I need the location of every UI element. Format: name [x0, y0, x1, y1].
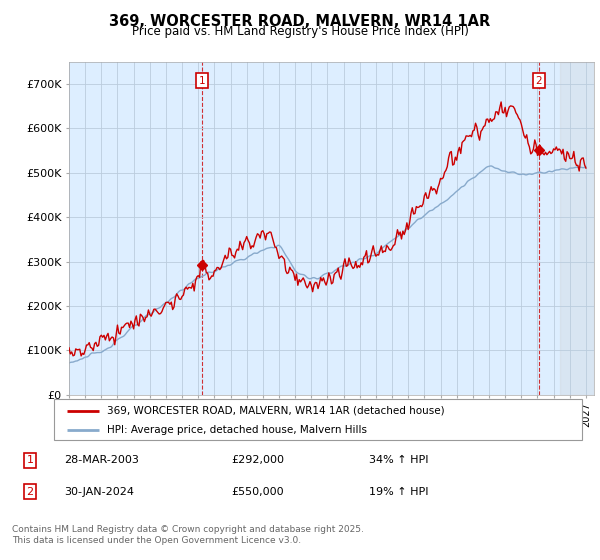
FancyBboxPatch shape	[54, 399, 582, 440]
Text: 1: 1	[26, 455, 34, 465]
Text: £292,000: £292,000	[231, 455, 284, 465]
Text: 2: 2	[535, 76, 542, 86]
Text: 2: 2	[26, 487, 34, 497]
Text: 30-JAN-2024: 30-JAN-2024	[64, 487, 134, 497]
Text: 34% ↑ HPI: 34% ↑ HPI	[369, 455, 428, 465]
Text: 19% ↑ HPI: 19% ↑ HPI	[369, 487, 428, 497]
Text: 28-MAR-2003: 28-MAR-2003	[64, 455, 139, 465]
Text: 369, WORCESTER ROAD, MALVERN, WR14 1AR (detached house): 369, WORCESTER ROAD, MALVERN, WR14 1AR (…	[107, 405, 445, 416]
Text: Price paid vs. HM Land Registry's House Price Index (HPI): Price paid vs. HM Land Registry's House …	[131, 25, 469, 38]
Bar	[560, 62, 594, 395]
Text: 1: 1	[199, 76, 205, 86]
Text: Contains HM Land Registry data © Crown copyright and database right 2025.
This d: Contains HM Land Registry data © Crown c…	[12, 525, 364, 545]
Text: 369, WORCESTER ROAD, MALVERN, WR14 1AR: 369, WORCESTER ROAD, MALVERN, WR14 1AR	[109, 14, 491, 29]
Text: HPI: Average price, detached house, Malvern Hills: HPI: Average price, detached house, Malv…	[107, 424, 367, 435]
Text: £550,000: £550,000	[231, 487, 284, 497]
